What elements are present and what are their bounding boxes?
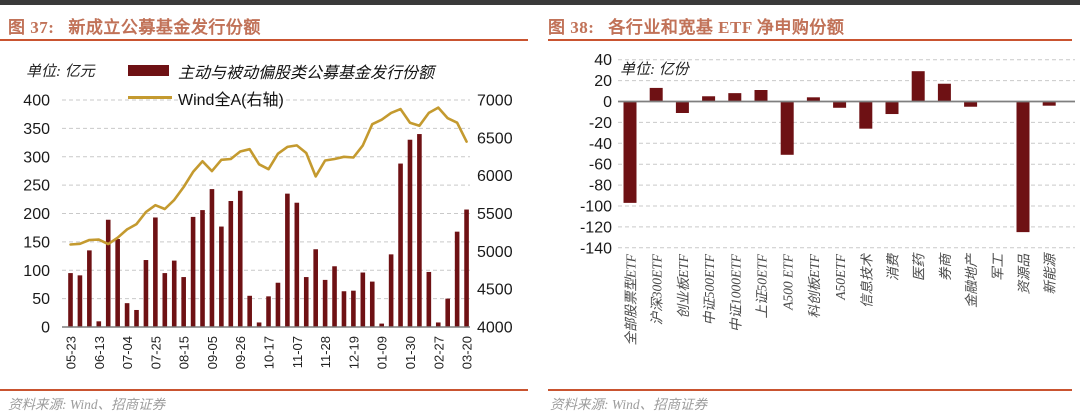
svg-text:01-30: 01-30 [403,336,418,369]
svg-text:A50ETF: A50ETF [833,253,848,301]
svg-text:0: 0 [41,320,50,337]
line-series-swatch [128,95,172,100]
svg-text:资源品: 资源品 [1017,254,1032,295]
svg-text:新能源: 新能源 [1043,252,1058,295]
chart38-panel: 图 38: 各行业和宽基 ETF 净申购份额 40 20 0 -20 -40 -60 -80 -… [540,5,1080,414]
svg-text:创业板ETF: 创业板ETF [676,253,691,318]
svg-text:7000: 7000 [477,93,513,110]
svg-text:-100: -100 [580,199,612,216]
svg-text:06-13: 06-13 [92,336,107,369]
chart38-fig-label: 图 38: [548,18,595,37]
top-border [0,0,1080,5]
svg-text:12-19: 12-19 [346,336,361,369]
chart38-footer-rule [548,389,1072,391]
svg-text:350: 350 [23,121,50,138]
svg-text:400: 400 [23,93,50,110]
svg-text:150: 150 [23,234,50,251]
svg-text:05-23: 05-23 [64,336,79,369]
chart37-title: 图 37: 新成立公募基金发行份额 [8,13,261,38]
svg-text:50: 50 [32,291,50,308]
svg-text:20: 20 [594,73,612,90]
svg-text:A500 ETF: A500 ETF [781,253,796,311]
chart38-title-text: 各行业和宽基 ETF 净申购份额 [608,18,845,37]
svg-text:沪深300ETF: 沪深300ETF [650,253,665,325]
svg-text:4500: 4500 [477,282,513,299]
bar-series-swatch [128,65,169,76]
svg-text:全部股票型ETF: 全部股票型ETF [624,253,639,345]
svg-text:01-09: 01-09 [375,336,390,369]
svg-text:-80: -80 [589,178,612,195]
line-series-label: Wind全A(右轴) [178,91,284,109]
svg-text:07-04: 07-04 [120,336,135,369]
svg-text:09-05: 09-05 [205,336,220,369]
legend-item-line-series: Wind全A(右轴) [128,84,434,111]
svg-text:消费: 消费 [886,253,901,281]
svg-text:100: 100 [23,263,50,280]
chart37-source-note: 资料来源: Wind、招商证券 [8,397,166,412]
svg-text:11-07: 11-07 [290,336,305,368]
chart38-title: 图 38: 各行业和宽基 ETF 净申购份额 [548,13,844,38]
svg-text:金融地产: 金融地产 [964,253,979,308]
svg-text:4000: 4000 [477,320,513,337]
svg-text:券商: 券商 [938,252,953,281]
svg-text:07-25: 07-25 [148,336,163,369]
svg-text:0: 0 [603,94,612,111]
svg-text:科创板ETF: 科创板ETF [807,253,822,318]
svg-text:5000: 5000 [477,244,513,261]
svg-text:40: 40 [594,52,612,69]
svg-text:-140: -140 [580,240,612,257]
chart37-fig-label: 图 37: [8,18,55,37]
svg-text:02-27: 02-27 [431,336,446,369]
svg-text:-120: -120 [580,219,612,236]
svg-text:-60: -60 [589,157,612,174]
svg-text:250: 250 [23,178,50,195]
chart37-panel: 图 37: 新成立公募基金发行份额 0 50 100 150 200 250 300 350 40… [0,5,540,414]
chart38-unit-label: 单位: 亿份 [620,62,689,78]
svg-text:10-17: 10-17 [262,336,277,369]
svg-text:-20: -20 [589,115,612,132]
chart37-canvas: 0 50 100 150 200 250 300 350 400 4000 4500 5000 5500… [23,93,513,370]
svg-text:中证500ETF: 中证500ETF [702,253,717,325]
chart38-canvas: 40 20 0 -20 -40 -60 -80 -100 -120 -140 全部股票型ETF 沪深3… [580,52,1075,346]
svg-text:11-28: 11-28 [318,336,333,368]
svg-text:上证50ETF: 上证50ETF [755,253,770,318]
svg-text:03-20: 03-20 [460,336,475,369]
svg-text:6000: 6000 [477,168,513,185]
chart37-legend: 主动与被动偏股类公募基金发行份额 Wind全A(右轴) [128,57,434,111]
chart38-title-rule [548,39,1072,41]
svg-text:300: 300 [23,149,50,166]
svg-text:-40: -40 [589,136,612,153]
chart37-footer-rule [0,389,528,391]
chart37-unit-label: 单位: 亿元 [26,64,95,80]
svg-text:信息技术: 信息技术 [859,253,874,308]
svg-text:08-15: 08-15 [177,336,192,369]
chart38-source-note: 资料来源: Wind、招商证券 [550,397,708,412]
chart37-title-rule [0,39,528,41]
svg-text:军工: 军工 [990,253,1005,281]
chart37-title-text: 新成立公募基金发行份额 [68,18,261,37]
svg-text:中证1000ETF: 中证1000ETF [728,253,743,332]
svg-text:医药: 医药 [912,252,927,281]
legend-item-bar-series: 主动与被动偏股类公募基金发行份额 [128,57,434,84]
svg-text:09-26: 09-26 [233,336,248,369]
bar-series-label: 主动与被动偏股类公募基金发行份额 [178,64,435,82]
svg-text:200: 200 [23,206,50,223]
svg-text:6500: 6500 [477,130,513,147]
svg-text:5500: 5500 [477,206,513,223]
